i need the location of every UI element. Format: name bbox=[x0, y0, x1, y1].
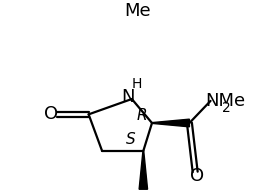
Polygon shape bbox=[139, 151, 148, 189]
Text: R: R bbox=[137, 108, 148, 123]
Text: H: H bbox=[132, 77, 142, 91]
Text: N: N bbox=[121, 88, 135, 106]
Text: O: O bbox=[44, 105, 58, 123]
Text: Me: Me bbox=[124, 2, 151, 20]
Text: O: O bbox=[190, 167, 204, 185]
Polygon shape bbox=[152, 119, 189, 127]
Text: S: S bbox=[126, 132, 136, 147]
Text: 2: 2 bbox=[222, 101, 230, 115]
Text: NMe: NMe bbox=[206, 92, 246, 110]
